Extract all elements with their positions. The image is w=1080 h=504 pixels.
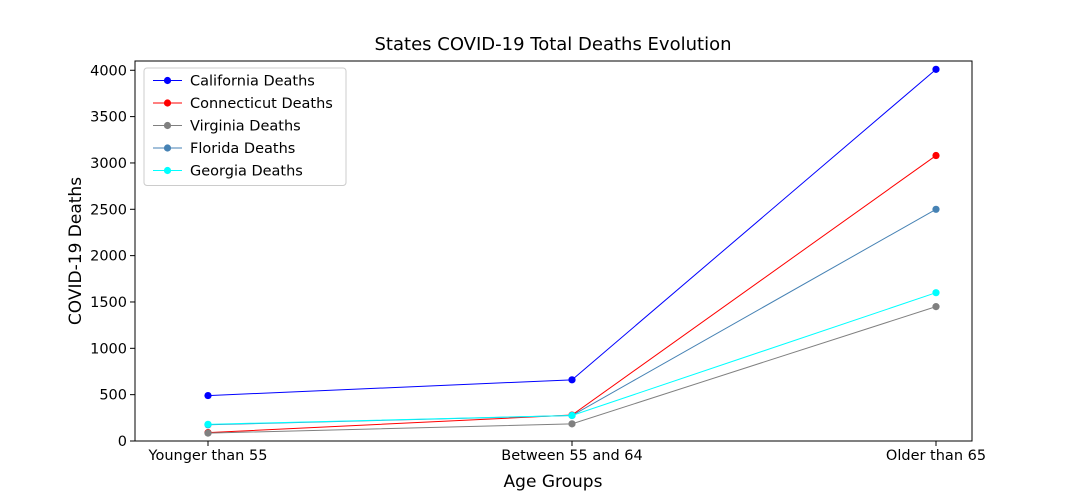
- y-tick-label: 1000: [90, 341, 127, 357]
- data-point-florida-deaths: [932, 205, 940, 213]
- y-tick-label: 3000: [90, 156, 127, 172]
- plot-frame: [134, 60, 973, 442]
- data-point-virginia-deaths: [568, 420, 576, 428]
- legend-swatch-marker: [163, 166, 172, 175]
- y-tick-label: 2000: [90, 249, 127, 265]
- data-point-california-deaths: [204, 391, 212, 400]
- x-tick-label: Older than 65: [886, 448, 986, 464]
- legend-label: Virginia Deaths: [190, 119, 301, 135]
- data-point-georgia-deaths: [932, 289, 940, 297]
- legend-label: Florida Deaths: [190, 141, 295, 157]
- legend: California Deaths Connecticut Deaths Virgi…: [143, 67, 347, 186]
- y-tick-label: 2500: [90, 202, 127, 218]
- data-point-virginia-deaths: [932, 303, 940, 311]
- x-tick-label: Between 55 and 64: [501, 448, 642, 464]
- legend-label: California Deaths: [190, 74, 315, 90]
- series-line-georgia-deaths: [207, 292, 937, 425]
- y-tick-label: 4000: [90, 63, 127, 79]
- legend-swatch-marker: [163, 144, 172, 152]
- legend-label: Georgia Deaths: [190, 164, 303, 180]
- y-tick-label: 3500: [90, 110, 127, 126]
- chart-title: States COVID-19 Total Deaths Evolution: [375, 34, 732, 55]
- x-tick-label: Younger than 55: [148, 448, 268, 464]
- data-point-california-deaths: [568, 376, 576, 384]
- data-point-georgia-deaths: [204, 420, 212, 428]
- legend-swatch-marker: [163, 121, 172, 130]
- data-point-california-deaths: [932, 65, 940, 73]
- y-axis-label: COVID-19 Deaths: [66, 177, 86, 325]
- x-axis-label: Age Groups: [504, 472, 603, 492]
- legend-swatch-marker: [163, 76, 172, 85]
- y-tick-label: 500: [99, 388, 127, 404]
- y-tick-label: 0: [118, 434, 127, 450]
- y-tick-label: 1500: [90, 295, 127, 311]
- legend-label: Connecticut Deaths: [190, 96, 333, 112]
- data-point-connecticut-deaths: [932, 151, 940, 160]
- data-point-georgia-deaths: [568, 411, 576, 420]
- series-line-florida-deaths: [207, 208, 937, 426]
- legend-swatch-marker: [163, 99, 172, 107]
- plot-area: 0 500 1000 1500 2000 2500 3000 3500 4000 Younger …: [90, 60, 986, 464]
- data-point-virginia-deaths: [204, 429, 212, 437]
- legend-box: [143, 67, 347, 186]
